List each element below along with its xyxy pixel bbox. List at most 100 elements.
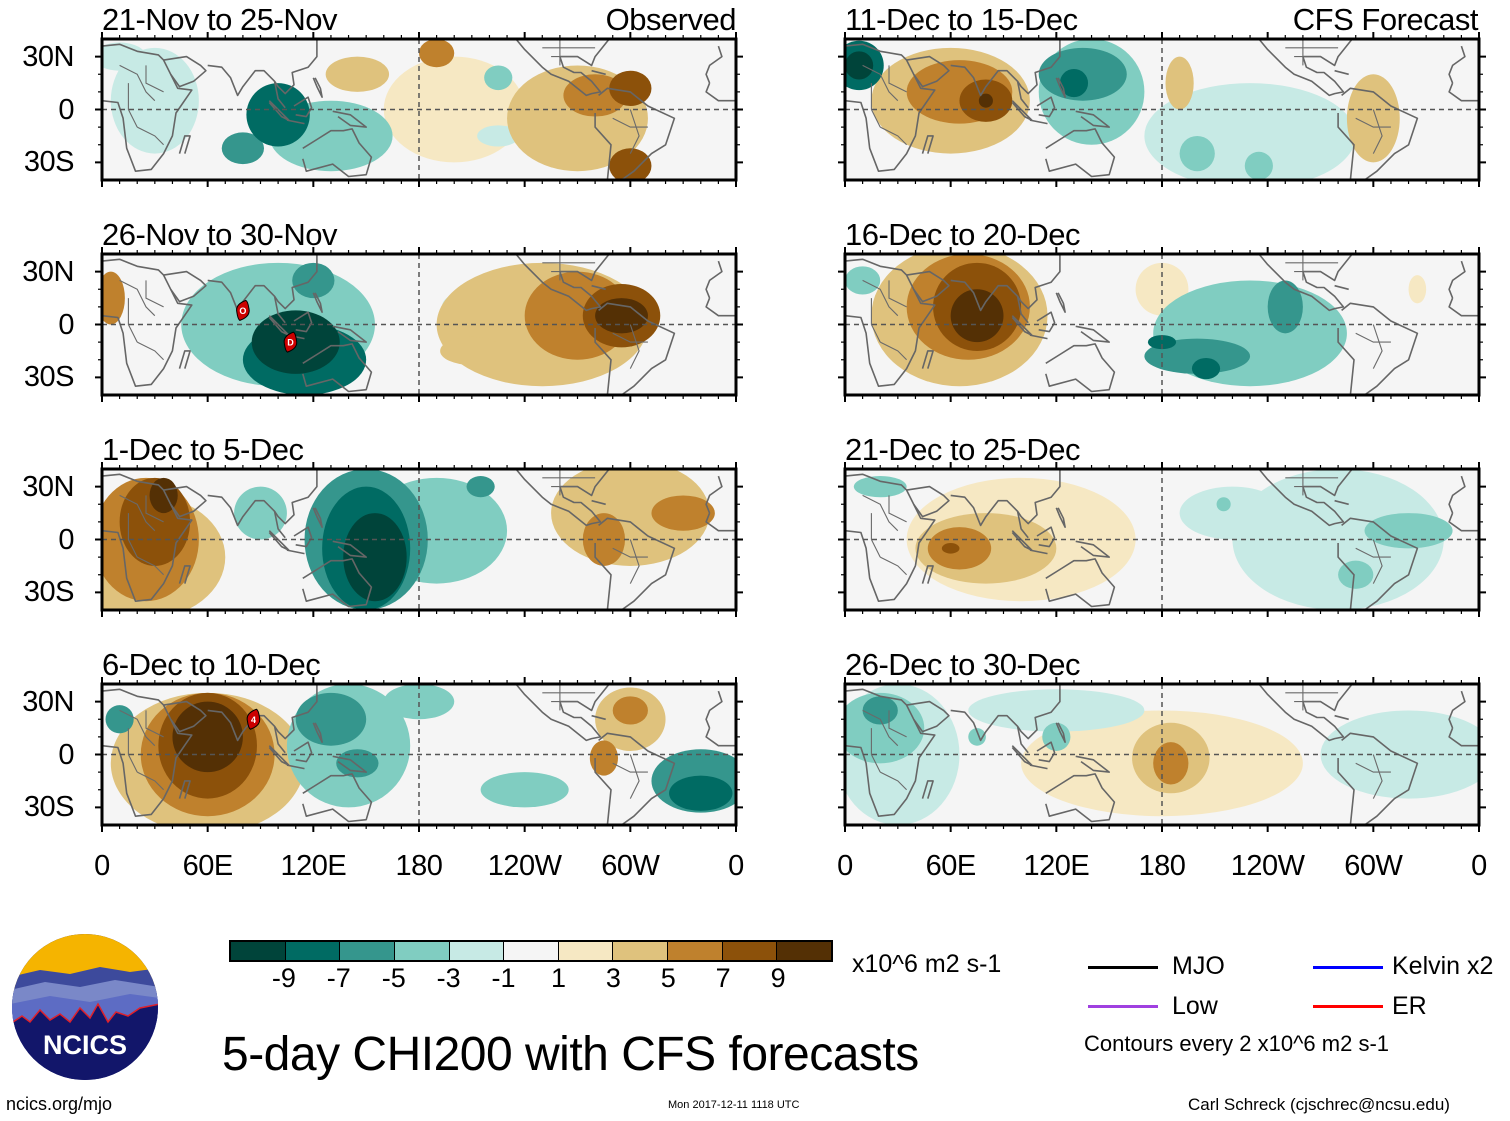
- positive-anomaly-contour: [609, 148, 652, 180]
- coastline: [1016, 511, 1029, 539]
- coastline: [705, 45, 723, 84]
- negative-anomaly-contour: [1267, 280, 1303, 334]
- coastline: [1045, 343, 1116, 393]
- coastline: [1045, 558, 1116, 608]
- coastline: [293, 741, 313, 763]
- country-border: [1355, 117, 1391, 128]
- lon-label: 120W: [487, 850, 562, 882]
- coastline: [312, 722, 323, 743]
- negative-anomaly-contour: [1364, 513, 1453, 549]
- coastline: [950, 469, 1061, 527]
- country-border: [145, 710, 164, 738]
- legend-label-er: ER: [1392, 992, 1427, 1020]
- colorbar-swatch: [231, 942, 286, 960]
- lon-label: 0: [837, 850, 853, 882]
- country-border: [127, 728, 138, 773]
- negative-anomaly-contour: [295, 692, 367, 746]
- negative-anomaly-contour: [1232, 469, 1444, 610]
- country-border: [127, 513, 138, 558]
- lon-label: 60W: [601, 850, 660, 882]
- lat-label: 30N: [22, 255, 74, 288]
- country-border: [136, 126, 164, 146]
- legend-line-mjo: [1088, 966, 1158, 969]
- positive-anomaly-contour: [419, 39, 455, 68]
- positive-anomaly-contour: [172, 701, 243, 773]
- coastline: [845, 688, 936, 817]
- panel-title-p8: 26-Dec to 30-Dec: [845, 647, 1080, 682]
- coastline: [286, 549, 305, 555]
- negative-anomaly-contour: [484, 65, 513, 91]
- coastline: [591, 499, 606, 506]
- negative-anomaly-contour: [292, 262, 335, 299]
- country-border: [629, 539, 640, 584]
- colorbar-swatch: [449, 942, 505, 960]
- coastline: [286, 764, 305, 770]
- positive-anomaly-contour: [609, 70, 652, 106]
- coastline: [302, 773, 373, 823]
- coastline: [1075, 755, 1110, 773]
- negative-anomaly-contour: [1042, 722, 1071, 751]
- lon-label: 120E: [280, 850, 347, 882]
- cfs-forecast-tag: CFS Forecast: [1292, 2, 1479, 37]
- coastline: [102, 258, 193, 387]
- coastline: [906, 270, 950, 303]
- country-border: [127, 298, 138, 343]
- country-border: [145, 495, 164, 523]
- country-border: [879, 126, 907, 146]
- coastline: [1337, 87, 1419, 180]
- coastline: [102, 688, 193, 817]
- coastline: [845, 43, 936, 172]
- coastline: [302, 558, 373, 608]
- coastline: [1337, 302, 1419, 395]
- country-border: [888, 65, 907, 93]
- negative-anomaly-contour: [1244, 151, 1273, 180]
- coastline: [906, 485, 950, 518]
- coastline: [1045, 773, 1116, 823]
- coastline: [705, 82, 736, 102]
- lon-label: 180: [1138, 850, 1186, 882]
- coastline: [178, 135, 191, 154]
- coastline: [705, 512, 736, 532]
- coastline: [102, 43, 193, 172]
- negative-anomaly-contour: [466, 476, 495, 498]
- negative-anomaly-contour: [477, 125, 520, 147]
- coastline: [332, 325, 367, 343]
- country-border: [870, 83, 881, 128]
- colorbar-tick-label: 1: [550, 963, 566, 993]
- positive-anomaly-contour: [325, 56, 390, 92]
- coastline: [1334, 714, 1349, 721]
- positive-anomaly-contour: [1346, 74, 1400, 163]
- legend-label-kelvin: Kelvin x2: [1392, 952, 1494, 980]
- site-link[interactable]: ncics.org/mjo: [6, 1094, 113, 1114]
- lat-label: 30N: [22, 40, 74, 73]
- lon-label: 60E: [182, 850, 234, 882]
- lat-label: 30N: [22, 685, 74, 718]
- negative-anomaly-contour: [669, 775, 733, 811]
- colorbar-tick-label: -5: [381, 963, 406, 993]
- panel-title-p1: 21-Nov to 25-Nov: [102, 2, 337, 37]
- coastline: [845, 258, 936, 387]
- coastline: [921, 135, 934, 154]
- negative-anomaly-contour: [1147, 335, 1177, 350]
- colorbar: [229, 940, 833, 962]
- credit[interactable]: Carl Schreck (cjschrec@ncsu.edu): [1188, 1095, 1450, 1114]
- country-border: [136, 771, 164, 791]
- observed-tag: Observed: [605, 2, 737, 37]
- coastline: [163, 270, 207, 303]
- coastline: [594, 732, 676, 825]
- map-panel-p7: [838, 462, 1486, 617]
- coastline: [293, 311, 313, 333]
- panel-title-p5: 11-Dec to 15-Dec: [845, 2, 1078, 37]
- colorbar-tick-label: -3: [436, 963, 461, 993]
- map-panel-p8: [838, 677, 1486, 832]
- negative-anomaly-contour: [480, 772, 569, 808]
- coastline: [273, 296, 286, 324]
- lon-label: 120W: [1230, 850, 1305, 882]
- country-border: [1355, 332, 1391, 343]
- negative-anomaly-contour: [1216, 497, 1231, 512]
- main-title: 5-day CHI200 with CFS forecasts: [222, 1028, 919, 1081]
- coastline: [1016, 296, 1029, 324]
- coastline: [906, 700, 950, 733]
- country-border: [1372, 539, 1383, 584]
- logo-text: NCICS: [43, 1030, 127, 1060]
